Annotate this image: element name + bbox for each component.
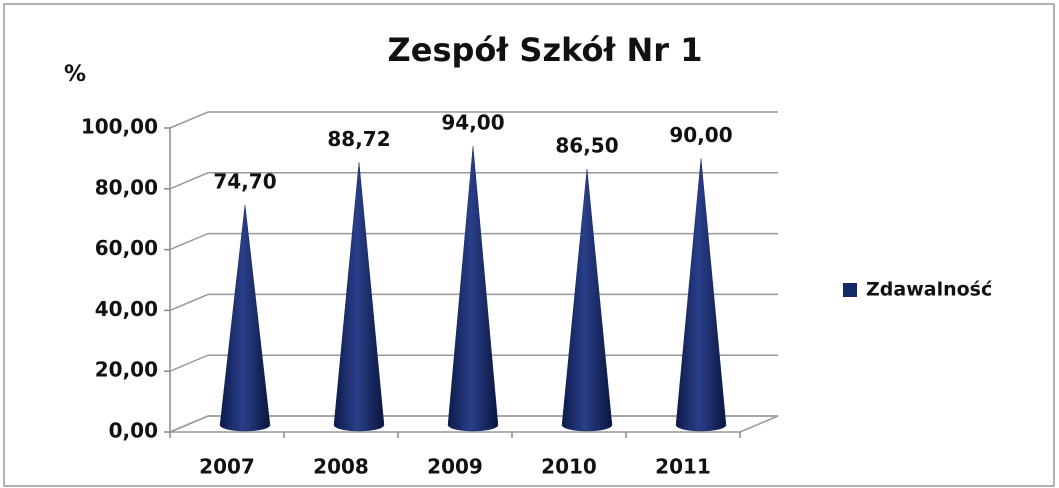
- cone: [447, 146, 499, 432]
- data-label: 74,70: [213, 169, 276, 193]
- x-tick-label: 2007: [199, 455, 255, 479]
- grid-line: [169, 172, 778, 190]
- y-tick-label: 0,00: [109, 419, 158, 443]
- data-label: 94,00: [441, 111, 504, 135]
- cone: [675, 158, 727, 432]
- x-tick-label: 2009: [427, 455, 483, 479]
- legend-label: Zdawalność: [866, 279, 992, 301]
- x-tick-label: 2011: [655, 455, 711, 479]
- cone: [561, 169, 613, 432]
- x-tick-label: 2008: [313, 455, 369, 479]
- chart-title: Zespół Szkół Nr 1: [388, 31, 703, 69]
- chart-border: [3, 3, 1055, 487]
- y-tick-label: 100,00: [81, 115, 158, 139]
- cone: [219, 204, 271, 432]
- y-tick-label: 40,00: [95, 297, 158, 321]
- y-tick-label: 60,00: [95, 236, 158, 260]
- y-tick-label: 20,00: [95, 358, 158, 382]
- data-label: 86,50: [555, 134, 618, 158]
- x-tick-label: 2010: [541, 455, 597, 479]
- data-label: 90,00: [669, 123, 732, 147]
- grid-line: [169, 111, 778, 129]
- legend-swatch: [843, 283, 857, 297]
- y-tick-label: 80,00: [95, 175, 158, 199]
- y-axis-label: %: [64, 62, 86, 87]
- cone: [333, 162, 385, 432]
- data-label: 88,72: [327, 127, 390, 151]
